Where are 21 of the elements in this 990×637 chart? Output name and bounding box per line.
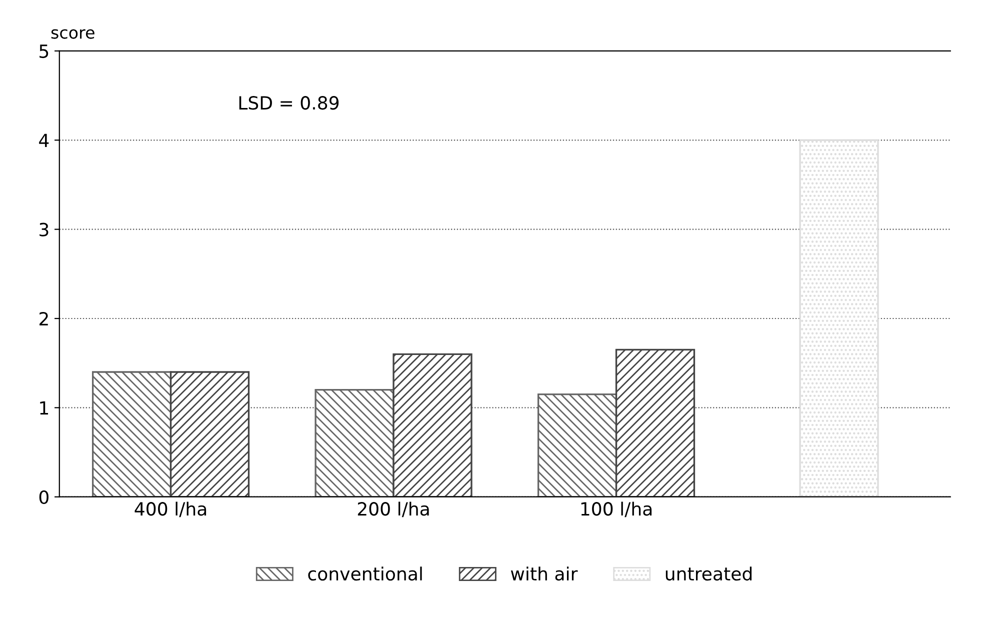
bar <box>537 393 618 497</box>
y-tick-label: 4 <box>39 134 49 147</box>
x-tick-label: 400 l/ha <box>134 502 206 518</box>
legend-label: conventional <box>308 566 422 581</box>
y-tick-label: 2 <box>40 312 48 326</box>
y-tick-label: 1 <box>40 401 48 415</box>
x-tick-label: 100 l/ha <box>581 502 652 518</box>
bar <box>170 371 250 497</box>
y-tick-label: 0 <box>39 490 48 504</box>
x-tick-label: 200 l/ha <box>358 502 429 518</box>
annotation: LSD = 0.89 <box>239 96 339 110</box>
bar <box>92 371 172 497</box>
legend-label: with air <box>510 566 578 581</box>
bar <box>314 389 394 497</box>
bar <box>392 353 472 497</box>
y-tick-label: 3 <box>40 222 48 236</box>
legend-label: untreated <box>666 566 752 581</box>
bar <box>615 348 696 497</box>
y-axis-title: score <box>51 29 94 39</box>
y-tick-label: 5 <box>40 44 48 58</box>
bar <box>799 139 879 497</box>
